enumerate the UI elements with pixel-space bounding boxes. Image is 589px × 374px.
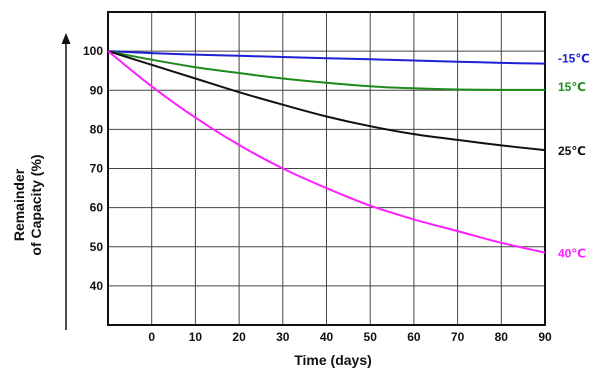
y-axis-title-group: Remainder of Capacity (%)	[11, 154, 44, 255]
series-lines	[107, 50, 546, 254]
x-tick-label-50: 50	[364, 330, 378, 344]
x-tick-label-40: 40	[320, 330, 334, 344]
series-label-2: 25℃	[558, 144, 586, 158]
y-tick-label-100: 100	[83, 44, 103, 58]
x-tick-label-20: 20	[232, 330, 246, 344]
x-tick-label-70: 70	[451, 330, 465, 344]
x-tick-label-60: 60	[407, 330, 421, 344]
x-axis-title-group: Time (days)	[294, 352, 372, 368]
y-tick-label-70: 70	[90, 162, 104, 176]
plot-frame	[107, 11, 546, 326]
x-tick-label-0: 0	[148, 330, 155, 344]
series-line-2	[107, 50, 546, 152]
x-tick-label-30: 30	[276, 330, 290, 344]
y-axis-title-line-2: of Capacity (%)	[28, 154, 44, 255]
y-tick-label-50: 50	[90, 240, 104, 254]
y-tick-label-60: 60	[90, 201, 104, 215]
series-label-3: 40℃	[558, 247, 586, 261]
series-line-0	[107, 50, 546, 65]
y-tick-label-40: 40	[90, 279, 104, 293]
y-axis-title-line-1: Remainder	[11, 168, 27, 241]
x-tick-label-10: 10	[189, 330, 203, 344]
tick-labels: 0 10 20 30 40 50 60 70 80 90 40 50 60 70 80 90 100	[83, 44, 552, 344]
y-axis-arrow	[61, 33, 71, 330]
series-line-1	[107, 50, 545, 91]
y-tick-label-90: 90	[90, 83, 104, 97]
grid	[107, 11, 546, 326]
x-axis-title: Time (days)	[294, 352, 372, 368]
series-label-0: -15℃	[558, 52, 589, 66]
series-label-1: 15℃	[558, 80, 586, 94]
series-line-3	[107, 50, 546, 254]
series-labels: -15℃ 15℃ 25℃ 40℃	[558, 52, 589, 261]
y-axis-arrow-head	[61, 33, 71, 44]
x-tick-label-90: 90	[538, 330, 552, 344]
y-tick-label-80: 80	[90, 122, 104, 136]
x-tick-label-80: 80	[495, 330, 509, 344]
